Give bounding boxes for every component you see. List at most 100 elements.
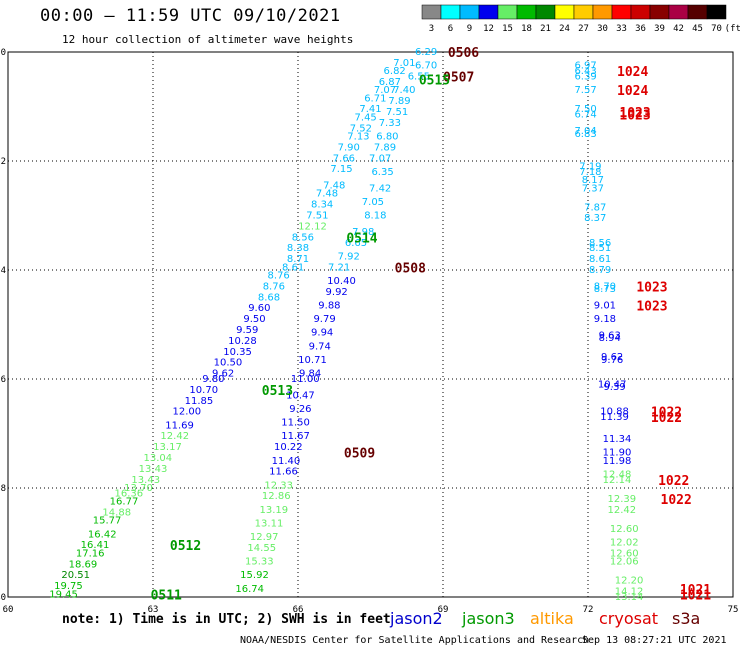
color-scale-swatch xyxy=(440,4,461,20)
swh-reading: 10.47 xyxy=(286,390,315,401)
swh-reading: 9.74 xyxy=(309,341,331,352)
swh-reading: 16.41 xyxy=(81,540,110,551)
lon-tick-label: 75 xyxy=(728,605,739,615)
swh-reading: 9.60 xyxy=(248,303,270,314)
color-scale-label: 36 xyxy=(635,24,646,34)
swh-reading: 7.51 xyxy=(306,211,328,222)
swh-reading: 9.63 xyxy=(599,330,621,341)
swh-reading: 7.48 xyxy=(323,181,345,192)
color-scale-label: (ft) xyxy=(725,24,740,34)
swh-reading: 9.62 xyxy=(601,352,623,363)
swh-reading: 13.19 xyxy=(260,505,289,516)
swh-reading: 12.48 xyxy=(603,469,632,480)
swh-reading: 10.50 xyxy=(214,358,243,369)
pass-time-label: 1024 xyxy=(617,65,648,80)
swh-reading: 9.88 xyxy=(318,300,340,311)
pass-time-label: 1024 xyxy=(617,84,648,99)
swh-reading: 9.92 xyxy=(326,287,348,298)
swh-reading: 12.14 xyxy=(603,475,632,486)
swh-reading: 8.76 xyxy=(263,281,285,292)
swh-reading: 11.00 xyxy=(291,374,320,385)
swh-reading: 12.33 xyxy=(264,480,293,491)
swh-reading: 6.35 xyxy=(371,167,393,178)
color-scale-label: 33 xyxy=(616,24,627,34)
pass-time-label: 0515 xyxy=(419,73,450,88)
color-scale-swatch xyxy=(592,4,613,20)
swh-reading: 6.71 xyxy=(364,93,386,104)
swh-reading: 11.34 xyxy=(603,434,632,445)
swh-reading: 6.83 xyxy=(574,129,596,140)
swh-reading: 15.77 xyxy=(93,516,122,527)
color-scale-label: 24 xyxy=(559,24,570,34)
pass-time-label: 1021 xyxy=(680,588,711,603)
color-scale-swatch xyxy=(535,4,556,20)
swh-reading: 8.79 xyxy=(589,265,611,276)
swh-reading: 12.42 xyxy=(608,505,637,516)
swh-reading: 7.45 xyxy=(355,112,377,123)
swh-reading: 12.60 xyxy=(610,524,639,535)
swh-reading: 12.06 xyxy=(610,557,639,568)
color-scale-label: 45 xyxy=(692,24,703,34)
lon-tick-label: 66 xyxy=(293,605,304,615)
swh-reading: 6.80 xyxy=(376,131,398,142)
pass-time-label: 0511 xyxy=(151,588,182,603)
swh-reading: 19.75 xyxy=(54,581,83,592)
satellite-jason3: jason3 xyxy=(462,609,515,628)
swh-reading: 18.69 xyxy=(69,559,98,570)
swh-reading: 8.94 xyxy=(599,333,621,344)
swh-reading: 7.57 xyxy=(574,85,596,96)
swh-reading: 16.42 xyxy=(88,529,117,540)
swh-reading: 7.13 xyxy=(347,131,369,142)
swh-reading: 12.00 xyxy=(173,407,202,418)
map-subtitle: 12 hour collection of altimeter wave hei… xyxy=(62,33,354,46)
swh-reading: 14.55 xyxy=(247,543,276,554)
lon-tick-label: 69 xyxy=(438,605,449,615)
swh-reading: 9.79 xyxy=(313,314,335,325)
color-scale-swatch xyxy=(649,4,670,20)
units-note: note: 1) Time is in UTC; 2) SWH is in fe… xyxy=(62,612,391,627)
pass-time-label: 0512 xyxy=(170,539,201,554)
swh-reading: 6.65 xyxy=(345,238,367,249)
swh-reading: 8.51 xyxy=(589,243,611,254)
swh-reading: 7.87 xyxy=(584,202,606,213)
swh-reading: 7.90 xyxy=(338,142,360,153)
swh-reading: 13.43 xyxy=(139,464,168,475)
swh-reading: 8.71 xyxy=(287,254,309,265)
swh-reading: 10.40 xyxy=(327,276,356,287)
swh-reading: 6.55 xyxy=(408,72,430,83)
swh-reading: 7.15 xyxy=(330,164,352,175)
swh-reading: 10.88 xyxy=(600,407,629,418)
swh-reading: 12.86 xyxy=(262,491,291,502)
swh-reading: 6.74 xyxy=(574,110,596,121)
swh-reading: 6.70 xyxy=(415,61,437,72)
swh-reading: 13.04 xyxy=(144,453,173,464)
lon-tick-label: 72 xyxy=(583,605,594,615)
swh-reading: 16.77 xyxy=(110,497,139,508)
swh-reading: 7.18 xyxy=(579,167,601,178)
map-title: 00:00 – 11:59 UTC 09/10/2021 xyxy=(40,6,341,26)
color-scale-label: 21 xyxy=(540,24,551,34)
swh-reading: 9.94 xyxy=(311,328,333,339)
swh-reading: 13.43 xyxy=(131,475,160,486)
swh-reading: 11.67 xyxy=(281,431,310,442)
swh-reading: 14.88 xyxy=(102,508,131,519)
swh-reading: 7.66 xyxy=(333,153,355,164)
swh-reading: 19.45 xyxy=(49,589,78,600)
swh-reading: 7.37 xyxy=(582,183,604,194)
color-scale-label: 18 xyxy=(521,24,532,34)
swh-reading: 7.07 xyxy=(369,153,391,164)
swh-reading: 7.98 xyxy=(352,227,374,238)
color-scale-label: 42 xyxy=(673,24,684,34)
swh-reading: 11.40 xyxy=(272,456,301,467)
lat-tick-label: -34 xyxy=(0,266,6,276)
swh-reading: 11.90 xyxy=(603,448,632,459)
swh-reading: 16.36 xyxy=(115,488,144,499)
swh-reading: 17.16 xyxy=(76,548,105,559)
swh-reading: 11.85 xyxy=(185,396,214,407)
swh-reading: 6.87 xyxy=(379,77,401,88)
credit-line: NOAA/NESDIS Center for Satellite Applica… xyxy=(240,635,590,646)
swh-reading: 7.41 xyxy=(359,104,381,115)
swh-reading: 8.70 xyxy=(594,281,616,292)
swh-reading: 9.84 xyxy=(299,369,321,380)
